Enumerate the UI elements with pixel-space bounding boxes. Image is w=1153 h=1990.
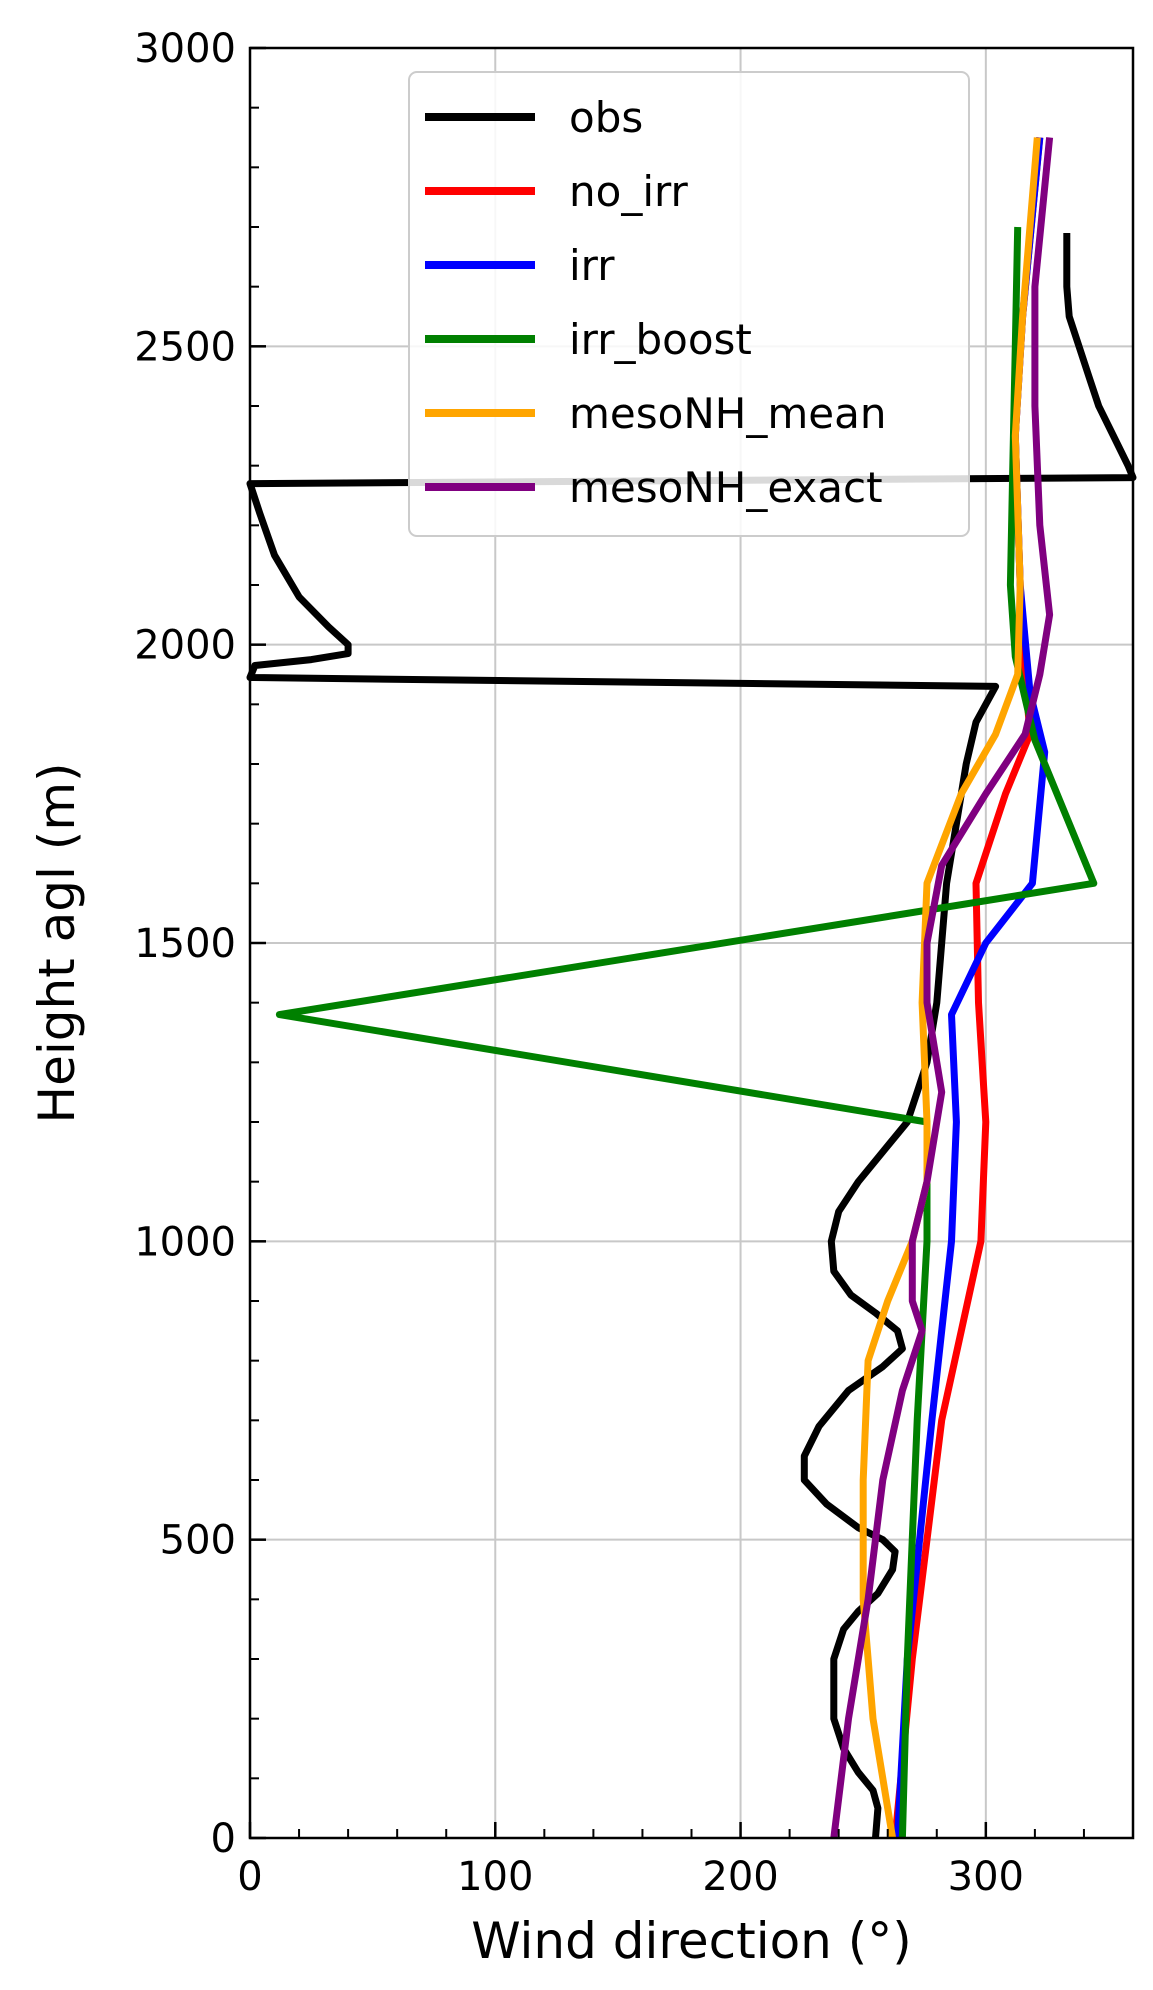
- series-line-mesoNH-exact: [830, 137, 1054, 1839]
- y-tick-label: 500: [160, 1518, 236, 1564]
- legend-label: mesoNH_mean: [569, 389, 886, 438]
- y-tick-label: 0: [211, 1816, 236, 1862]
- y-tick-label: 2500: [134, 324, 236, 370]
- y-tick-label: 2000: [134, 623, 236, 669]
- legend-label: obs: [569, 93, 643, 142]
- y-axis-label: Height agl (m): [28, 762, 86, 1123]
- series-line-obs: [246, 233, 1137, 1839]
- legend-label: irr_boost: [569, 315, 752, 364]
- y-tick-label: 1500: [134, 921, 236, 967]
- y-tick-label: 3000: [134, 26, 236, 72]
- series-line-mesoNH-mean: [859, 137, 1041, 1839]
- y-tick-label: 1000: [134, 1219, 236, 1265]
- x-tick-label: 0: [237, 1854, 262, 1900]
- series-layer: [246, 137, 1137, 1839]
- legend-box: [408, 71, 970, 537]
- legend-label: no_irr: [569, 167, 689, 216]
- x-axis-label: Wind direction (°): [471, 1912, 912, 1970]
- x-tick-label: 200: [702, 1854, 778, 1900]
- ticks: [248, 46, 1134, 1840]
- legend-label: mesoNH_exact: [569, 463, 883, 512]
- x-tick-label: 100: [457, 1854, 533, 1900]
- legend-label: irr: [569, 241, 615, 290]
- x-tick-label: 300: [948, 1854, 1024, 1900]
